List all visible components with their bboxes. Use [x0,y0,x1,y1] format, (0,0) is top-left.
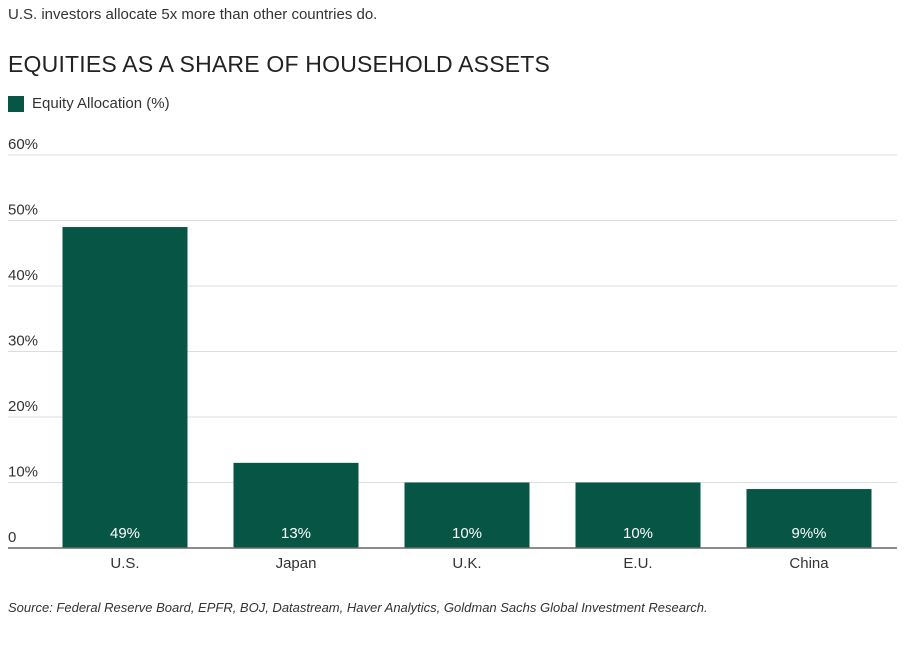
x-tick-label: E.U. [623,555,652,572]
y-tick-label: 50% [8,202,38,219]
data-label: 10% [452,525,482,542]
y-tick-label: 40% [8,267,38,284]
legend-label-equity-allocation: Equity Allocation (%) [32,95,170,112]
data-label: 13% [281,525,311,542]
bar [404,482,530,548]
data-label: 49% [110,525,140,542]
y-tick-label: 60% [8,136,38,153]
bar [62,227,188,549]
chart-subtitle: U.S. investors allocate 5x more than oth… [8,6,378,23]
legend: Equity Allocation (%) [8,95,170,112]
data-label: 10% [623,525,653,542]
chart-title: EQUITIES AS A SHARE OF HOUSEHOLD ASSETS [8,51,551,77]
bar [746,489,872,548]
x-tick-label: U.S. [110,555,139,572]
y-tick-label: 20% [8,398,38,415]
bar [233,462,359,548]
x-tick-label: Japan [276,555,317,572]
bar [575,482,701,548]
x-tick-label: U.K. [452,555,481,572]
y-tick-label: 30% [8,333,38,350]
x-tick-label: China [789,555,829,572]
y-tick-label: 0 [8,529,16,546]
source-note: Source: Federal Reserve Board, EPFR, BOJ… [8,600,708,615]
data-label: 9%% [791,525,826,542]
y-tick-label: 10% [8,464,38,481]
legend-swatch [8,95,24,112]
